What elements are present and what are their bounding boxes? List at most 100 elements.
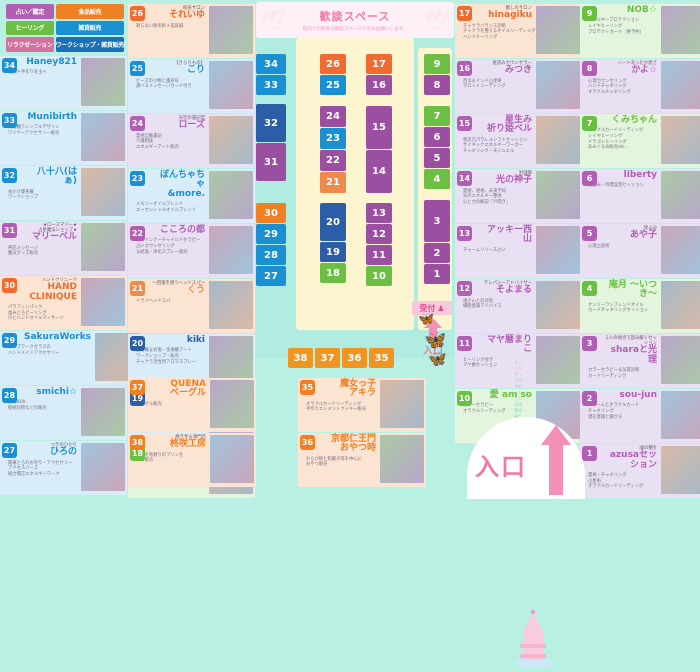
- booth-24[interactable]: 24: [320, 106, 346, 127]
- vendor-card[interactable]: 21 ～回復を誘うヘッドスパ～ くう ドライヘッドスパ: [128, 279, 255, 333]
- booth-4[interactable]: 4: [424, 169, 450, 189]
- outdoor-booth-36[interactable]: 36: [342, 348, 367, 368]
- vendor-card[interactable]: 3 2人の視点で読み解くセッション sharaと光理 カラーセラピー＆気質診断 カード…: [580, 334, 700, 388]
- vendor-card[interactable]: 15 星生み 祈り姫ベル 新次元パラレルシフトセッション サイキックエネルギーワーカ…: [455, 114, 582, 168]
- vendor-card[interactable]: 23 ぼんちゃちゃ &more. メモリーオイルブレンド エッセンシャルオイルブレン…: [128, 169, 255, 223]
- booth-28[interactable]: 28: [256, 245, 286, 265]
- booth-23[interactable]: 23: [320, 128, 346, 149]
- entrance-label-small: 入口: [423, 346, 443, 357]
- booth-9[interactable]: 9: [424, 54, 450, 74]
- vendor-card[interactable]: 16 星読みカウンセラー みつき 西洋＆インド占星術 タロットリーディング: [455, 59, 582, 113]
- booth-15[interactable]: 15: [366, 106, 392, 149]
- vendor-card[interactable]: 26 経皮サロン それいゆ 剃らない脱毛術＊美容鍼: [128, 4, 255, 58]
- vendor-card[interactable]: 5 星よみ あや子 心理占星術: [580, 224, 700, 278]
- vendor-heading: 2人の視点で読み解くセッション sharaと光理: [584, 336, 661, 365]
- vendor-card[interactable]: 6 liberty お悩み・目標設定セッション: [580, 169, 700, 223]
- legend-item-uranai[interactable]: 占い／鑑定: [6, 4, 54, 19]
- booth-10[interactable]: 10: [366, 266, 392, 286]
- vendor-card[interactable]: 14 岩魂師 光の神子 霊視、透視、未来予知 光のエネルギー整体 心と力の解説「戸開き…: [455, 169, 582, 223]
- legend-item-healing[interactable]: ヒーリング: [6, 20, 54, 36]
- booth-32[interactable]: 32: [256, 104, 286, 142]
- vendor-card-body: くみちゃん オラクルカードリーディング レイキヒーリング ドラゴンヒーリング あみ…: [584, 115, 700, 164]
- bottom-column-right: 35 魔女っ子 アキラ オラクルカードリーディング 手作りエレメントクッキー販売 36…: [298, 378, 426, 488]
- vendor-card[interactable]: 12 テレパシーアドバイザー そよまる 魂さんとの対話 細胞意識アドバイス: [455, 279, 582, 333]
- vendor-card[interactable]: 32 八十八(はぁ) 糸かけ曼荼羅 ワークショップ: [0, 166, 127, 220]
- vendor-description: 西洋＆インド占星術 タロットリーディング: [463, 78, 506, 90]
- vendor-name: SakuraWorks: [24, 332, 92, 342]
- vendor-card[interactable]: 33 Munibirth 光を纏うシンプルデザイン ワイヤーアクセサリー販売: [0, 111, 127, 165]
- booth-17[interactable]: 17: [366, 54, 392, 74]
- vendor-card[interactable]: 25 【きらりもの】 こり ビーズの小物と護身符 選べるメッセージカード付き: [128, 59, 255, 113]
- vendor-card[interactable]: 24 天空の書記官 ローズ 霊視自動書記 介護相談 エネルギーアート販売: [128, 114, 255, 168]
- vendor-card[interactable]: 7 くみちゃん オラクルカードリーディング レイキヒーリング ドラゴンヒーリング あ…: [580, 114, 700, 168]
- vendor-description: わらび餅と和菓子等を中心に おやつ販売: [306, 456, 362, 468]
- booth-29[interactable]: 29: [256, 224, 286, 244]
- booth-30[interactable]: 30: [256, 203, 286, 223]
- vendor-card[interactable]: 29 SakuraWorks ランプワークガラスの ハンドメイドアクセサリー: [0, 331, 140, 385]
- vendor-heading: 星生み 祈り姫ベル: [459, 115, 536, 135]
- booth-7[interactable]: 7: [424, 106, 450, 126]
- lounge-note: 館内での飲食は歓談スペースでのみお願いします。: [302, 27, 408, 32]
- booth-33[interactable]: 33: [256, 75, 286, 95]
- outdoor-booth-35[interactable]: 35: [369, 348, 394, 368]
- vendor-card[interactable]: 4 庵月 ～いつき～ オンリーワンブレンドオイル カードチャネリングセッション: [580, 279, 700, 333]
- booth-1[interactable]: 1: [424, 264, 450, 284]
- vendor-card[interactable]: 2 sou-jun チャームとオラクルカード チャネリング 潜在意識と繋がる: [580, 389, 700, 443]
- vendor-card[interactable]: 30 ハンドクリニーク HAND CLINIQUE パラフィンパック 血みどろピーリン…: [0, 276, 127, 330]
- legend-item-food[interactable]: 食品販売: [55, 4, 124, 19]
- vendor-card[interactable]: 27 つきのひかり ひろの 開運とろのお守り・アクセサリー アクセスバーズ 磁力矯正エ…: [0, 441, 127, 495]
- booth-20[interactable]: 20: [320, 203, 346, 241]
- booth-8[interactable]: 8: [424, 75, 450, 95]
- booth-26[interactable]: 26: [320, 54, 346, 74]
- vendor-heading: sou-jun: [584, 390, 661, 400]
- booth-18[interactable]: 18: [320, 263, 346, 283]
- vendor-card[interactable]: 9 NOB☆ エネルギープロテクション レイキヒーリング プロテクトカード（要予約）: [580, 4, 700, 58]
- vendor-card[interactable]: 31 ★ローズマリー★ 占星魔法ショップ★ マリーベル 神託メッセージ 魔法グッズ販売: [0, 221, 127, 275]
- vendor-card[interactable]: 34 Haney821 開運＊手作り幸玉＊: [0, 56, 127, 110]
- legend-item-relaxation[interactable]: リラクゼーション: [6, 37, 54, 52]
- booth-16[interactable]: 16: [366, 75, 392, 95]
- booth-6[interactable]: 6: [424, 127, 450, 147]
- booth-13[interactable]: 13: [366, 203, 392, 223]
- booth-11[interactable]: 11: [366, 245, 392, 265]
- booth-12[interactable]: 12: [366, 224, 392, 244]
- vendor-description: 神託メッセージ 魔法グッズ販売: [8, 245, 39, 257]
- booth-19[interactable]: 19: [320, 242, 346, 262]
- booth-14[interactable]: 14: [366, 150, 392, 193]
- legend-item-goods[interactable]: 雑貨販売: [55, 20, 124, 36]
- vendor-card[interactable]: 28 smichi☆ 壁紙BOX 壁紙封筒などの販売: [0, 386, 127, 440]
- vendor-card-body: ハートあったか屋さ かよ☆ 心理カウンセリング ハンドチャネリング オラクルチャネリ…: [584, 61, 700, 109]
- vendor-card[interactable]: 22 こころの都 魂のインナーチャイルドセラピー 占いカウンセリング ＆結晶・浄化ス…: [128, 224, 255, 278]
- outdoor-booth-37[interactable]: 37: [315, 348, 340, 368]
- booth-number-badge: 4: [582, 281, 597, 296]
- booth-number-badge: 12: [457, 281, 472, 296]
- vendor-photo: [536, 226, 580, 274]
- booth-27[interactable]: 27: [256, 266, 286, 286]
- vendor-card[interactable]: 8 ハートあったか屋さ かよ☆ 心理カウンセリング ハンドチャネリング オラクルチャネ…: [580, 59, 700, 113]
- booth-31[interactable]: 31: [256, 143, 286, 181]
- vendor-card[interactable]: 38 焼き芋＆専門店 柊咲工房 砂糖を育類りのプリンを …の販売: [128, 433, 256, 487]
- vendor-card[interactable]: 11 マヤ暦まりこ ヒーリング付き マヤ暦セッション: [455, 334, 582, 388]
- booth-3[interactable]: 3: [424, 200, 450, 242]
- booth-2[interactable]: 2: [424, 243, 450, 263]
- vendor-heading: つきのひかり ひろの: [4, 443, 81, 458]
- booth-34[interactable]: 34: [256, 54, 286, 74]
- vendor-description: 霊視、透視、未来予知 光のエネルギー整体 心と力の解説「戸開き」: [463, 188, 511, 205]
- booth-25[interactable]: 25: [320, 75, 346, 95]
- vendor-card[interactable]: 36 京都仁王門 おやつ時 わらび餅と和菓子等を中心に おやつ販売: [298, 433, 426, 487]
- vendor-subtitle: 癒しのサロン: [505, 6, 532, 11]
- vendor-card[interactable]: 1 魂の穂を azusaセッション 霊視・チャネリング 占星術 オラクルカードリーディ…: [580, 444, 700, 498]
- vendor-photo: [536, 6, 580, 54]
- vendor-card[interactable]: 35 魔女っ子 アキラ オラクルカードリーディング 手作りエレメントクッキー販売: [298, 378, 426, 432]
- booth-21[interactable]: 21: [320, 172, 346, 193]
- legend-item-workshop[interactable]: ワークショップ・雑貨販売: [55, 37, 124, 52]
- vendor-card[interactable]: 13 アッキー西山 チャームリリース占い: [455, 224, 582, 278]
- vendor-card[interactable]: 17 癒しのサロン hinagiku チャクラバランス診断 チャクラを整えるオイルリー…: [455, 4, 582, 58]
- vendor-photo: [536, 336, 580, 384]
- vendor-description: ビーズの小物と護身符 選べるメッセージカード付き: [136, 78, 192, 90]
- booth-22[interactable]: 22: [320, 150, 346, 171]
- vendor-card[interactable]: 37 QUENA ベーグル ベーグル販売: [128, 378, 256, 432]
- outdoor-booth-38[interactable]: 38: [288, 348, 313, 368]
- vendor-text-block: テレパシーアドバイザー そよまる 魂さんとの対話 細胞意識アドバイス: [459, 281, 536, 329]
- booth-5[interactable]: 5: [424, 148, 450, 168]
